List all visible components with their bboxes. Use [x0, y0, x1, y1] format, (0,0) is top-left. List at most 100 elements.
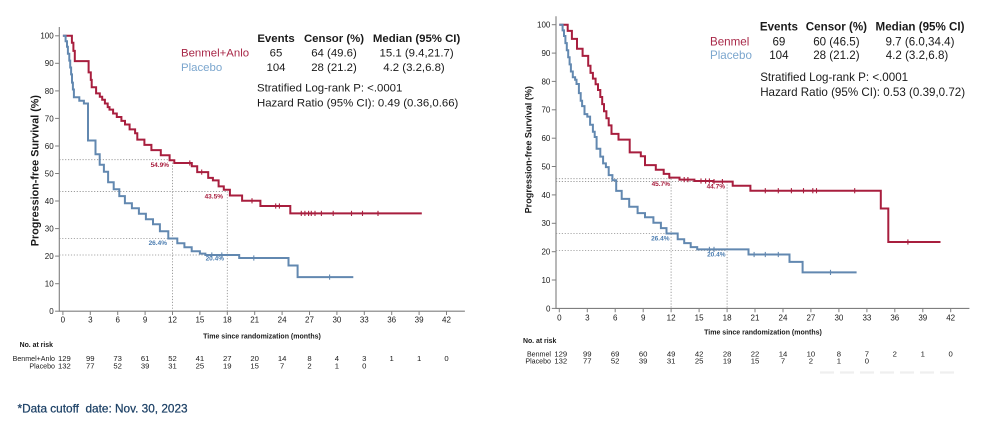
svg-text:6: 6: [613, 313, 618, 322]
svg-text:Benmel+Anlo: Benmel+Anlo: [13, 355, 55, 363]
svg-text:15: 15: [195, 316, 204, 325]
svg-text:15: 15: [751, 357, 760, 366]
svg-text:39: 39: [141, 362, 150, 371]
svg-text:2: 2: [307, 362, 311, 371]
svg-text:43.5%: 43.5%: [205, 194, 224, 201]
svg-text:30: 30: [332, 316, 341, 325]
svg-text:21: 21: [751, 313, 760, 322]
svg-text:19: 19: [223, 362, 232, 371]
svg-text:4.2 (3.2,6.8): 4.2 (3.2,6.8): [886, 49, 949, 62]
svg-text:20: 20: [250, 354, 259, 363]
svg-text:15: 15: [695, 313, 704, 322]
svg-text:Stratified Log-rank P: <.0001: Stratified Log-rank P: <.0001: [257, 83, 402, 95]
svg-text:52: 52: [113, 362, 122, 371]
svg-text:31: 31: [667, 357, 676, 366]
svg-text:69: 69: [772, 35, 785, 48]
svg-text:Events: Events: [257, 33, 294, 45]
svg-text:70: 70: [541, 106, 550, 115]
svg-text:69: 69: [611, 350, 620, 359]
svg-text:40: 40: [541, 191, 550, 200]
svg-text:77: 77: [86, 362, 95, 371]
svg-text:100: 100: [537, 21, 551, 30]
svg-text:6: 6: [115, 316, 120, 325]
svg-text:90: 90: [541, 49, 550, 58]
svg-text:No. at risk: No. at risk: [523, 338, 556, 345]
svg-text:65: 65: [270, 48, 283, 60]
svg-text:19: 19: [723, 357, 732, 366]
svg-text:3: 3: [585, 313, 590, 322]
svg-text:18: 18: [723, 313, 732, 322]
svg-text:15.1 (9.4,21.7): 15.1 (9.4,21.7): [380, 48, 454, 60]
svg-text:26.4%: 26.4%: [149, 240, 168, 247]
svg-text:Median (95% CI): Median (95% CI): [876, 20, 965, 33]
svg-text:10: 10: [541, 276, 550, 285]
svg-text:52: 52: [611, 357, 620, 366]
svg-text:24: 24: [779, 313, 788, 322]
svg-text:26.4%: 26.4%: [651, 236, 670, 243]
svg-text:28 (21.2): 28 (21.2): [813, 49, 860, 62]
svg-text:25: 25: [196, 362, 205, 371]
svg-text:60: 60: [541, 134, 550, 143]
svg-text:1: 1: [417, 354, 421, 363]
svg-text:80: 80: [541, 77, 550, 86]
svg-text:20.4%: 20.4%: [707, 252, 726, 259]
svg-text:104: 104: [769, 49, 789, 62]
svg-text:*Data cutoff date: Nov. 30, 2: *Data cutoff date: Nov. 30, 2023: [18, 401, 189, 415]
svg-text:9: 9: [641, 313, 646, 322]
svg-text:22: 22: [751, 350, 760, 359]
svg-text:20: 20: [45, 252, 54, 261]
svg-text:42: 42: [442, 316, 451, 325]
svg-text:100: 100: [40, 32, 54, 41]
svg-text:36: 36: [890, 313, 899, 322]
svg-text:1: 1: [390, 354, 394, 363]
svg-text:Placebo: Placebo: [181, 62, 222, 74]
svg-text:20.4%: 20.4%: [206, 256, 225, 263]
svg-text:99: 99: [583, 350, 592, 359]
svg-text:4.2 (3.2,6.8): 4.2 (3.2,6.8): [383, 62, 445, 74]
svg-text:Median (95% CI): Median (95% CI): [373, 33, 461, 45]
svg-text:Progression-free Survival (%): Progression-free Survival (%): [30, 95, 42, 247]
svg-text:36: 36: [387, 316, 396, 325]
svg-text:61: 61: [141, 354, 150, 363]
svg-text:Placebo: Placebo: [29, 363, 55, 371]
svg-text:40: 40: [45, 197, 54, 206]
svg-text:33: 33: [862, 313, 871, 322]
svg-text:64 (49.6): 64 (49.6): [311, 48, 357, 60]
svg-text:14: 14: [779, 350, 788, 359]
svg-text:7: 7: [781, 357, 785, 366]
svg-text:9: 9: [143, 316, 148, 325]
svg-text:Hazard Ratio (95% CI): 0.49 (0: Hazard Ratio (95% CI): 0.49 (0.36,0.66): [257, 97, 459, 109]
svg-text:21: 21: [250, 316, 259, 325]
svg-text:Time since randomization (mont: Time since randomization (months): [203, 334, 321, 341]
svg-text:70: 70: [45, 114, 54, 123]
svg-text:3: 3: [88, 316, 93, 325]
svg-text:Progression-free Survival (%): Progression-free Survival (%): [523, 86, 533, 213]
svg-text:7: 7: [865, 350, 869, 359]
svg-text:77: 77: [583, 357, 592, 366]
svg-text:Benmel: Benmel: [527, 351, 551, 359]
svg-text:60 (46.5): 60 (46.5): [813, 35, 860, 48]
svg-text:39: 39: [415, 316, 424, 325]
svg-text:0: 0: [949, 350, 953, 359]
svg-text:27: 27: [305, 316, 314, 325]
svg-text:31: 31: [168, 362, 177, 371]
svg-text:27: 27: [223, 354, 232, 363]
svg-text:60: 60: [639, 350, 648, 359]
svg-text:0: 0: [444, 354, 448, 363]
svg-text:132: 132: [554, 357, 567, 366]
svg-text:No. at risk: No. at risk: [20, 342, 53, 349]
svg-text:24: 24: [278, 316, 287, 325]
svg-text:42: 42: [695, 350, 704, 359]
svg-text:104: 104: [266, 62, 285, 74]
svg-text:25: 25: [695, 357, 704, 366]
svg-text:20: 20: [541, 248, 550, 257]
svg-text:50: 50: [541, 162, 550, 171]
svg-text:Events: Events: [760, 20, 798, 33]
svg-text:80: 80: [45, 87, 54, 96]
svg-text:10: 10: [45, 280, 54, 289]
svg-text:33: 33: [360, 316, 369, 325]
svg-text:39: 39: [639, 357, 648, 366]
svg-text:41: 41: [196, 354, 205, 363]
svg-text:Hazard Ratio (95% CI): 0.53 (0: Hazard Ratio (95% CI): 0.53 (0.39,0.72): [760, 86, 965, 99]
svg-text:27: 27: [806, 313, 815, 322]
